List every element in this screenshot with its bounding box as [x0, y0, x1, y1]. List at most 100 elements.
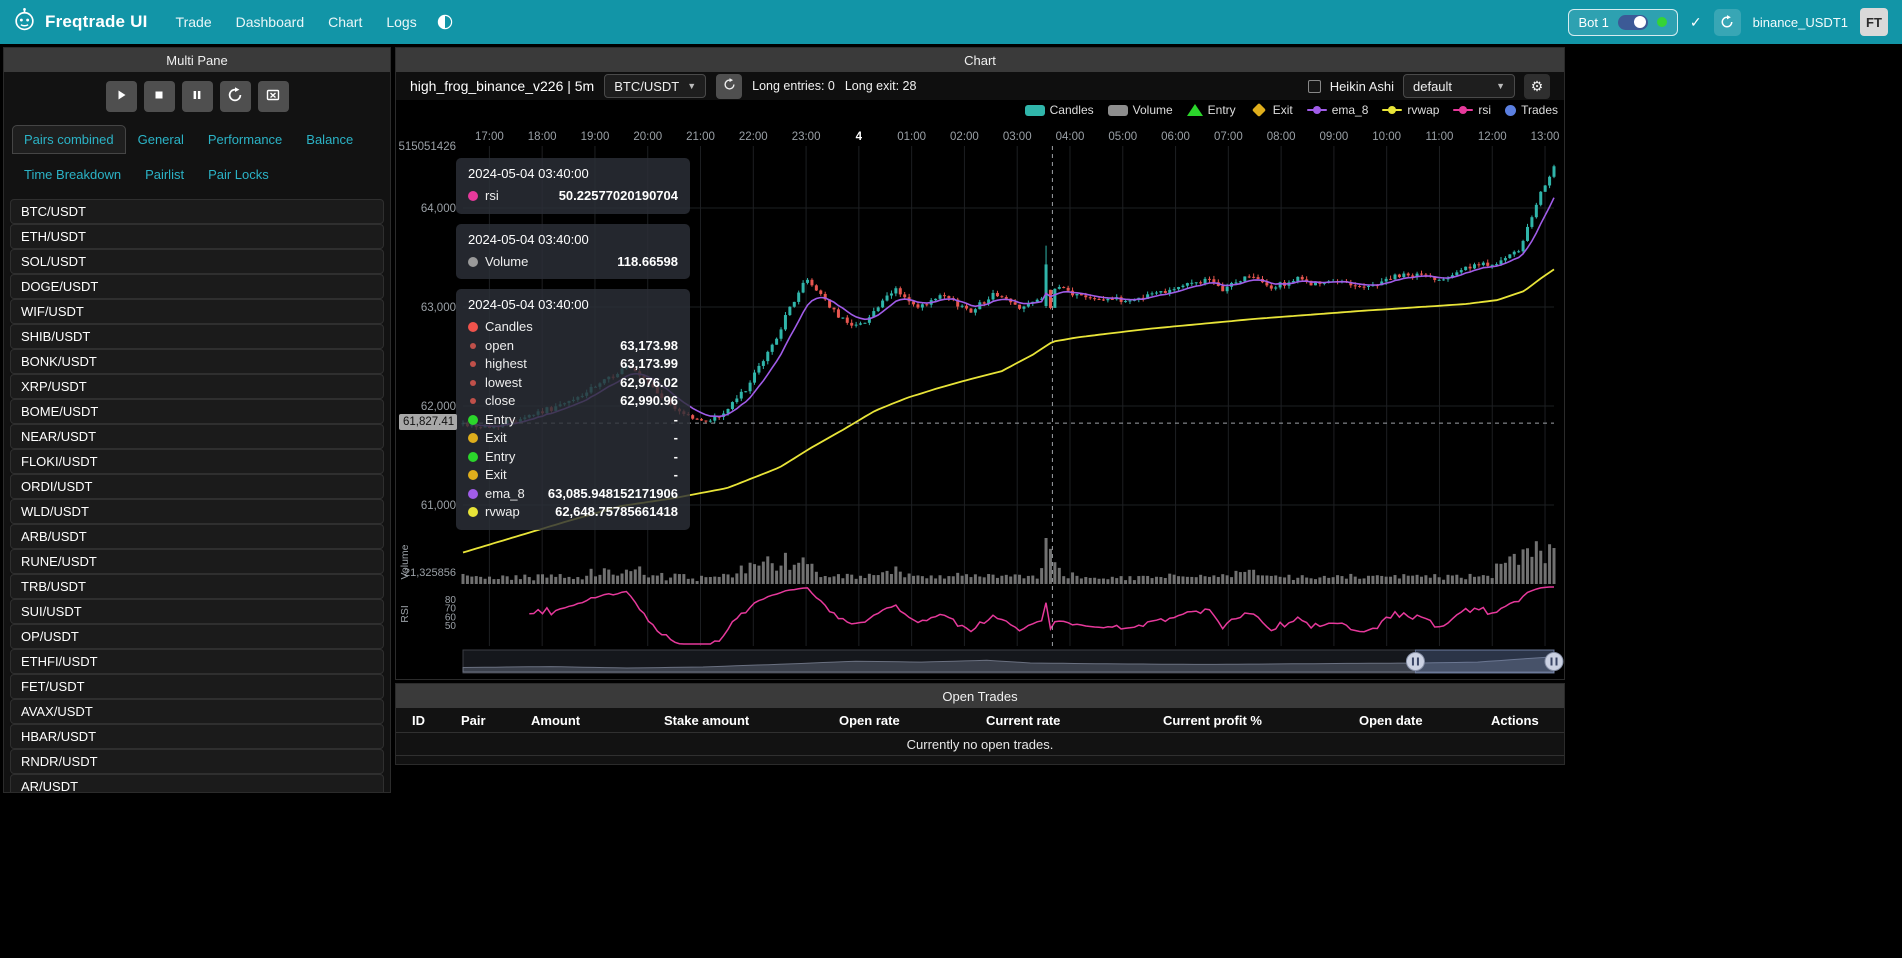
pair-item-xrp-usdt[interactable]: XRP/USDT	[10, 374, 384, 399]
tooltip-row-entry: Entry -	[468, 411, 678, 430]
legend-item-volume[interactable]: Volume	[1107, 103, 1173, 117]
pair-item-sol-usdt[interactable]: SOL/USDT	[10, 249, 384, 274]
gear-icon: ⚙	[1530, 77, 1544, 94]
pair-item-rune-usdt[interactable]: RUNE/USDT	[10, 549, 384, 574]
tab-balance[interactable]: Balance	[306, 132, 354, 147]
svg-text:60: 60	[445, 612, 457, 623]
chart-axis-labels: 17:00 18:00 19:00 20:00 21:00 22:00 23:00 4 01:0…	[398, 131, 1559, 632]
plot-config-select[interactable]: default ▼	[1403, 74, 1515, 98]
pair-item-shib-usdt[interactable]: SHIB/USDT	[10, 324, 384, 349]
chart-panel-header[interactable]: Chart	[396, 48, 1564, 72]
pair-item-near-usdt[interactable]: NEAR/USDT	[10, 424, 384, 449]
legend-item-exit[interactable]: Exit	[1250, 102, 1293, 118]
pause-bot-button[interactable]	[181, 81, 213, 112]
svg-text:12:00: 12:00	[1478, 131, 1507, 143]
pair-item-doge-usdt[interactable]: DOGE/USDT	[10, 274, 384, 299]
legend-label: Exit	[1272, 103, 1293, 117]
global-refresh-button[interactable]	[1713, 8, 1741, 36]
pair-item-avax-usdt[interactable]: AVAX/USDT	[10, 699, 384, 724]
pair-item-bonk-usdt[interactable]: BONK/USDT	[10, 349, 384, 374]
legend-label: Volume	[1132, 103, 1173, 117]
legend-item-rvwap[interactable]: rvwap	[1382, 103, 1439, 117]
legend-label: rsi	[1478, 103, 1492, 117]
svg-text:23:00: 23:00	[792, 131, 821, 143]
tab-pairs-combined[interactable]: Pairs combined	[12, 125, 126, 154]
reload-icon	[227, 87, 243, 106]
nav-link-trade[interactable]: Trade	[175, 14, 212, 30]
svg-text:70: 70	[445, 604, 457, 615]
theme-toggle-icon[interactable]	[437, 14, 453, 30]
clear-chart-icon	[265, 87, 281, 106]
zoom-handle[interactable]	[1405, 652, 1425, 671]
series-dot-icon	[470, 379, 476, 386]
svg-text:19:00: 19:00	[581, 131, 610, 143]
brand-title: Freqtrade UI	[45, 12, 148, 31]
nav-link-dashboard[interactable]: Dashboard	[235, 14, 305, 30]
heikin-ashi-checkbox[interactable]	[1307, 79, 1321, 93]
user-avatar[interactable]: FT	[1860, 8, 1888, 36]
brand[interactable]: Freqtrade UI	[12, 7, 148, 37]
legend-item-ema_8[interactable]: ema_8	[1306, 103, 1368, 117]
pair-item-wld-usdt[interactable]: WLD/USDT	[10, 499, 384, 524]
pair-select[interactable]: BTC/USDT ▼	[604, 74, 707, 98]
multi-pane-header[interactable]: Multi Pane	[4, 48, 390, 72]
data-zoom-navigator[interactable]	[462, 649, 1564, 674]
long-exit-label: Long exit: 28	[844, 79, 917, 93]
start-bot-button[interactable]	[105, 81, 137, 112]
chart-refresh-button[interactable]	[716, 73, 743, 99]
pair-item-arb-usdt[interactable]: ARB/USDT	[10, 524, 384, 549]
pair-item-hbar-usdt[interactable]: HBAR/USDT	[10, 724, 384, 749]
svg-text:02:00: 02:00	[950, 131, 979, 143]
plot-settings-button[interactable]: ⚙	[1524, 73, 1550, 99]
exit-legend-icon	[1251, 102, 1266, 118]
tab-pair-locks[interactable]: Pair Locks	[208, 167, 269, 182]
crosshair	[463, 146, 1554, 646]
pair-item-rndr-usdt[interactable]: RNDR/USDT	[10, 749, 384, 774]
bot-toggle[interactable]	[1617, 14, 1648, 30]
legend-item-candles[interactable]: Candles	[1024, 103, 1094, 117]
svg-text:06:00: 06:00	[1161, 131, 1190, 143]
legend-item-entry[interactable]: Entry	[1186, 103, 1236, 117]
stop-bot-button[interactable]	[143, 81, 175, 112]
multi-pane-tabs: Pairs combined General Performance Balance T…	[4, 121, 390, 197]
svg-text:64,000: 64,000	[421, 203, 456, 215]
pair-item-ethfi-usdt[interactable]: ETHFI/USDT	[10, 649, 384, 674]
column-actions: Actions	[1491, 712, 1539, 728]
tab-pairlist[interactable]: Pairlist	[145, 167, 185, 182]
pair-item-floki-usdt[interactable]: FLOKI/USDT	[10, 449, 384, 474]
zoom-handle[interactable]	[1544, 652, 1564, 671]
open-trades-header[interactable]: Open Trades	[396, 684, 1564, 708]
pair-item-sui-usdt[interactable]: SUI/USDT	[10, 599, 384, 624]
series-dot-icon	[470, 342, 476, 349]
pair-item-wif-usdt[interactable]: WIF/USDT	[10, 299, 384, 324]
pair-item-btc-usdt[interactable]: BTC/USDT	[10, 199, 384, 224]
svg-text:RSI: RSI	[399, 605, 411, 623]
pair-item-ar-usdt[interactable]: AR/USDT	[10, 774, 384, 792]
tab-general[interactable]: General	[137, 132, 184, 147]
series-dot-icon	[468, 451, 478, 462]
pair-item-ordi-usdt[interactable]: ORDI/USDT	[10, 474, 384, 499]
price-chart[interactable]: 17:00 18:00 19:00 20:00 21:00 22:00 23:00 4 01:0…	[396, 100, 1565, 680]
tooltip-row-exit: Exit -	[468, 466, 678, 485]
bot-selector[interactable]: Bot 1	[1567, 8, 1678, 36]
tab-time-breakdown[interactable]: Time Breakdown	[24, 167, 122, 182]
pair-item-fet-usdt[interactable]: FET/USDT	[10, 674, 384, 699]
tab-performance[interactable]: Performance	[207, 132, 283, 147]
candles-legend-icon	[1024, 104, 1045, 116]
chart-area[interactable]: Candles Volume Entry Exit ema_8 rvwap rsi Trade…	[396, 100, 1565, 680]
pair-item-trb-usdt[interactable]: TRB/USDT	[10, 574, 384, 599]
svg-text:11:00: 11:00	[1425, 131, 1453, 143]
pair-item-bome-usdt[interactable]: BOME/USDT	[10, 399, 384, 424]
pair-item-eth-usdt[interactable]: ETH/USDT	[10, 224, 384, 249]
reload-config-button[interactable]	[219, 81, 251, 112]
column-id: ID	[412, 712, 425, 728]
open-trades-panel: Open Trades ID Pair Amount Stake amount Open…	[395, 683, 1565, 765]
chart-title: Chart	[964, 52, 996, 68]
column-current-profit--: Current profit %	[1163, 712, 1262, 728]
legend-item-rsi[interactable]: rsi	[1453, 103, 1491, 117]
clear-chart-button[interactable]	[257, 81, 289, 112]
pair-item-op-usdt[interactable]: OP/USDT	[10, 624, 384, 649]
nav-link-logs[interactable]: Logs	[386, 14, 417, 30]
legend-item-trades[interactable]: Trades	[1505, 103, 1558, 117]
nav-link-chart[interactable]: Chart	[328, 14, 363, 30]
